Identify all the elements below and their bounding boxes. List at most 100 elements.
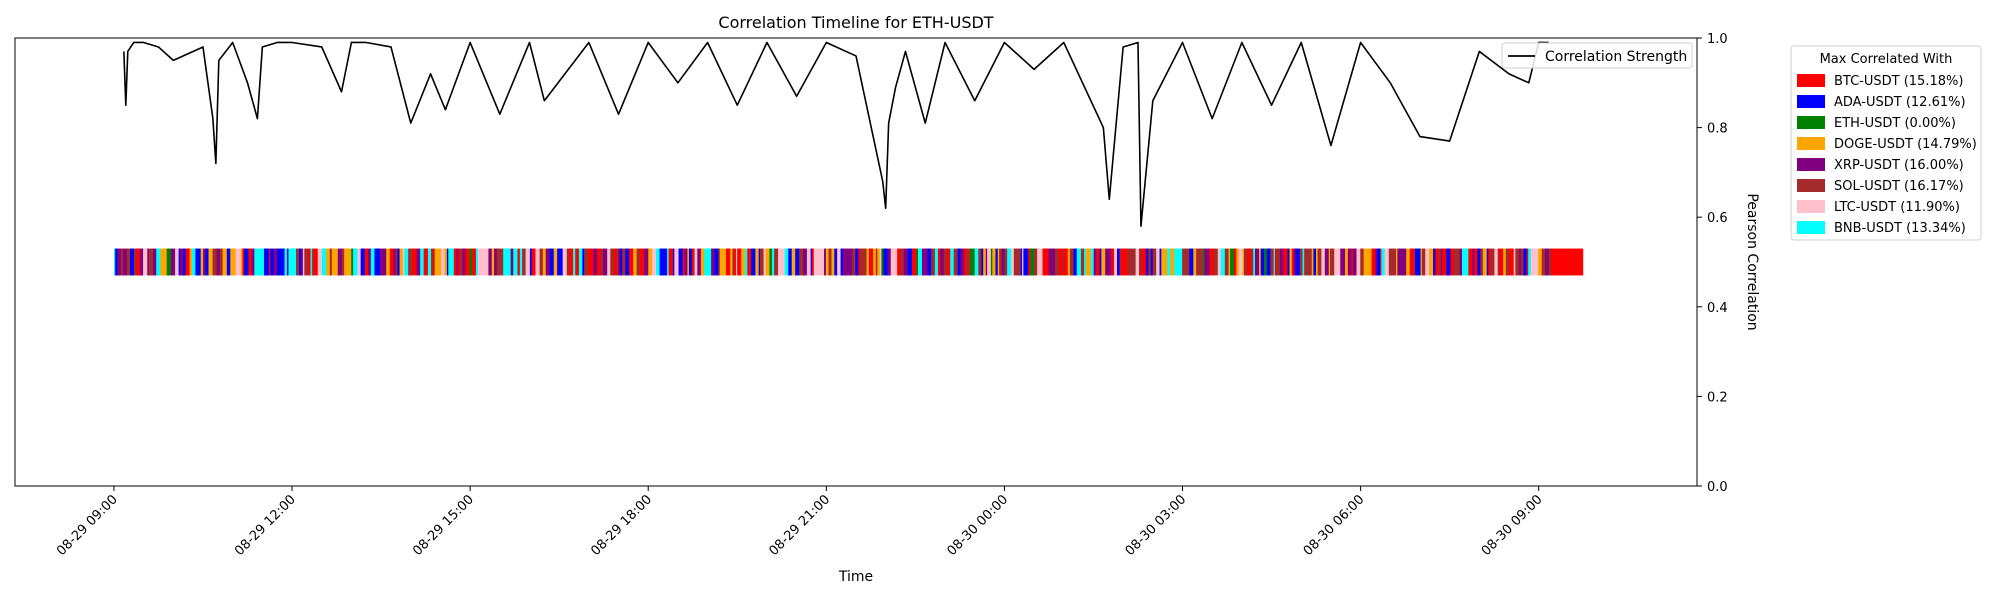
strip-segment bbox=[425, 248, 427, 276]
strip-segment bbox=[1464, 248, 1469, 276]
strip-segment bbox=[292, 248, 295, 276]
strip-segment bbox=[618, 248, 621, 276]
strip-segment bbox=[684, 248, 688, 276]
strip-segment bbox=[1164, 248, 1168, 276]
strip-segment bbox=[268, 248, 271, 276]
strip-segment bbox=[423, 248, 426, 276]
strip-segment bbox=[347, 248, 352, 276]
strip-segment bbox=[868, 248, 872, 276]
strip-segment bbox=[704, 248, 708, 276]
legend-correlation: Correlation Strength bbox=[1501, 42, 1693, 69]
strip-segment bbox=[691, 248, 694, 276]
strip-segment bbox=[168, 248, 172, 276]
strip-segment bbox=[1384, 248, 1390, 276]
strip-segment bbox=[1324, 248, 1330, 276]
strip-segment bbox=[1037, 248, 1039, 276]
strip-segment bbox=[255, 248, 261, 276]
strip-segment bbox=[907, 248, 913, 276]
strip-segment bbox=[1254, 248, 1260, 276]
strip-segment bbox=[341, 248, 345, 276]
strip-segment bbox=[139, 248, 144, 276]
strip-segment bbox=[143, 248, 148, 276]
strip-segment bbox=[1230, 248, 1232, 276]
strip-segment bbox=[260, 248, 265, 276]
strip-segment bbox=[216, 248, 221, 276]
strip-segment bbox=[147, 248, 150, 276]
strip-segment bbox=[337, 248, 343, 276]
strip-segment bbox=[811, 248, 815, 276]
strip-segment bbox=[240, 248, 243, 276]
strip-segment bbox=[1203, 248, 1205, 276]
strip-segment bbox=[126, 248, 131, 276]
strip-segment bbox=[469, 248, 473, 276]
strip-segment bbox=[1427, 248, 1430, 276]
strip-segment bbox=[1287, 248, 1290, 276]
strip-segment bbox=[1199, 248, 1204, 276]
strip-segment bbox=[652, 248, 657, 276]
strip-segment bbox=[535, 248, 541, 276]
strip-segment bbox=[990, 248, 993, 276]
y-axis: 0.0 0.2 0.4 0.6 0.8 1.0 bbox=[1697, 32, 1728, 495]
strip-segment bbox=[185, 248, 191, 276]
strip-segment bbox=[953, 248, 959, 276]
strip-segment bbox=[1167, 248, 1171, 276]
legend-label: SOL-USDT (16.17%) bbox=[1834, 179, 1964, 194]
strip-segment bbox=[983, 248, 987, 276]
strip-segment bbox=[1457, 248, 1461, 276]
strip-segment bbox=[1023, 248, 1026, 276]
strip-segment bbox=[219, 248, 224, 276]
strip-segment bbox=[1494, 248, 1499, 276]
strip-segment bbox=[1328, 248, 1331, 276]
strip-segment bbox=[1048, 248, 1054, 276]
strip-segment bbox=[689, 248, 693, 276]
strip-segment bbox=[1482, 248, 1488, 276]
strip-segment bbox=[1266, 248, 1270, 276]
strip-segment bbox=[860, 248, 863, 276]
strip-segment bbox=[545, 248, 551, 276]
legend-label: BNB-USDT (13.34%) bbox=[1834, 221, 1966, 236]
strip-segment bbox=[900, 248, 905, 276]
legend-color-swatch bbox=[1797, 137, 1825, 150]
strip-segment bbox=[1228, 248, 1231, 276]
strip-segment bbox=[881, 248, 884, 276]
strip-segment bbox=[1251, 248, 1254, 276]
strip-segment bbox=[353, 248, 358, 276]
legend-box bbox=[1790, 45, 1982, 241]
strip-segment bbox=[784, 248, 789, 276]
legend-color-swatch bbox=[1797, 200, 1825, 213]
strip-segment bbox=[597, 248, 602, 276]
strip-segment bbox=[1038, 248, 1043, 276]
strip-segment bbox=[1474, 248, 1478, 276]
y-tick-label: 0.8 bbox=[1707, 122, 1728, 137]
strip-segment bbox=[1109, 248, 1112, 276]
strip-segment bbox=[1349, 248, 1352, 276]
strip-segment bbox=[1020, 248, 1023, 276]
strip-segment bbox=[465, 248, 471, 276]
strip-segment bbox=[1058, 248, 1063, 276]
strip-segment bbox=[1033, 248, 1038, 276]
strip-segment bbox=[374, 248, 378, 276]
legend-box bbox=[1501, 42, 1693, 69]
strip-segment bbox=[1001, 248, 1005, 276]
strip-segment bbox=[1080, 248, 1085, 276]
legend-label: DOGE-USDT (14.79%) bbox=[1834, 137, 1977, 152]
strip-segment bbox=[1204, 248, 1209, 276]
strip-segment bbox=[999, 248, 1003, 276]
strip-segment bbox=[1030, 248, 1035, 276]
x-tick-label: 08-29 09:00 bbox=[54, 492, 121, 559]
strip-segment bbox=[834, 248, 838, 276]
strip-segment bbox=[1450, 248, 1454, 276]
strip-segment bbox=[133, 248, 137, 276]
strip-segment bbox=[1150, 248, 1154, 276]
strip-segment bbox=[694, 248, 698, 276]
strip-segment bbox=[426, 248, 429, 276]
strip-segment bbox=[1413, 248, 1416, 276]
strip-segment bbox=[931, 248, 936, 276]
strip-segment bbox=[1208, 248, 1210, 276]
strip-segment bbox=[774, 248, 779, 276]
strip-segment bbox=[987, 248, 992, 276]
strip-segment bbox=[404, 248, 409, 276]
strip-segment bbox=[852, 248, 856, 276]
strip-segment bbox=[759, 248, 764, 276]
strip-segment bbox=[166, 248, 169, 276]
